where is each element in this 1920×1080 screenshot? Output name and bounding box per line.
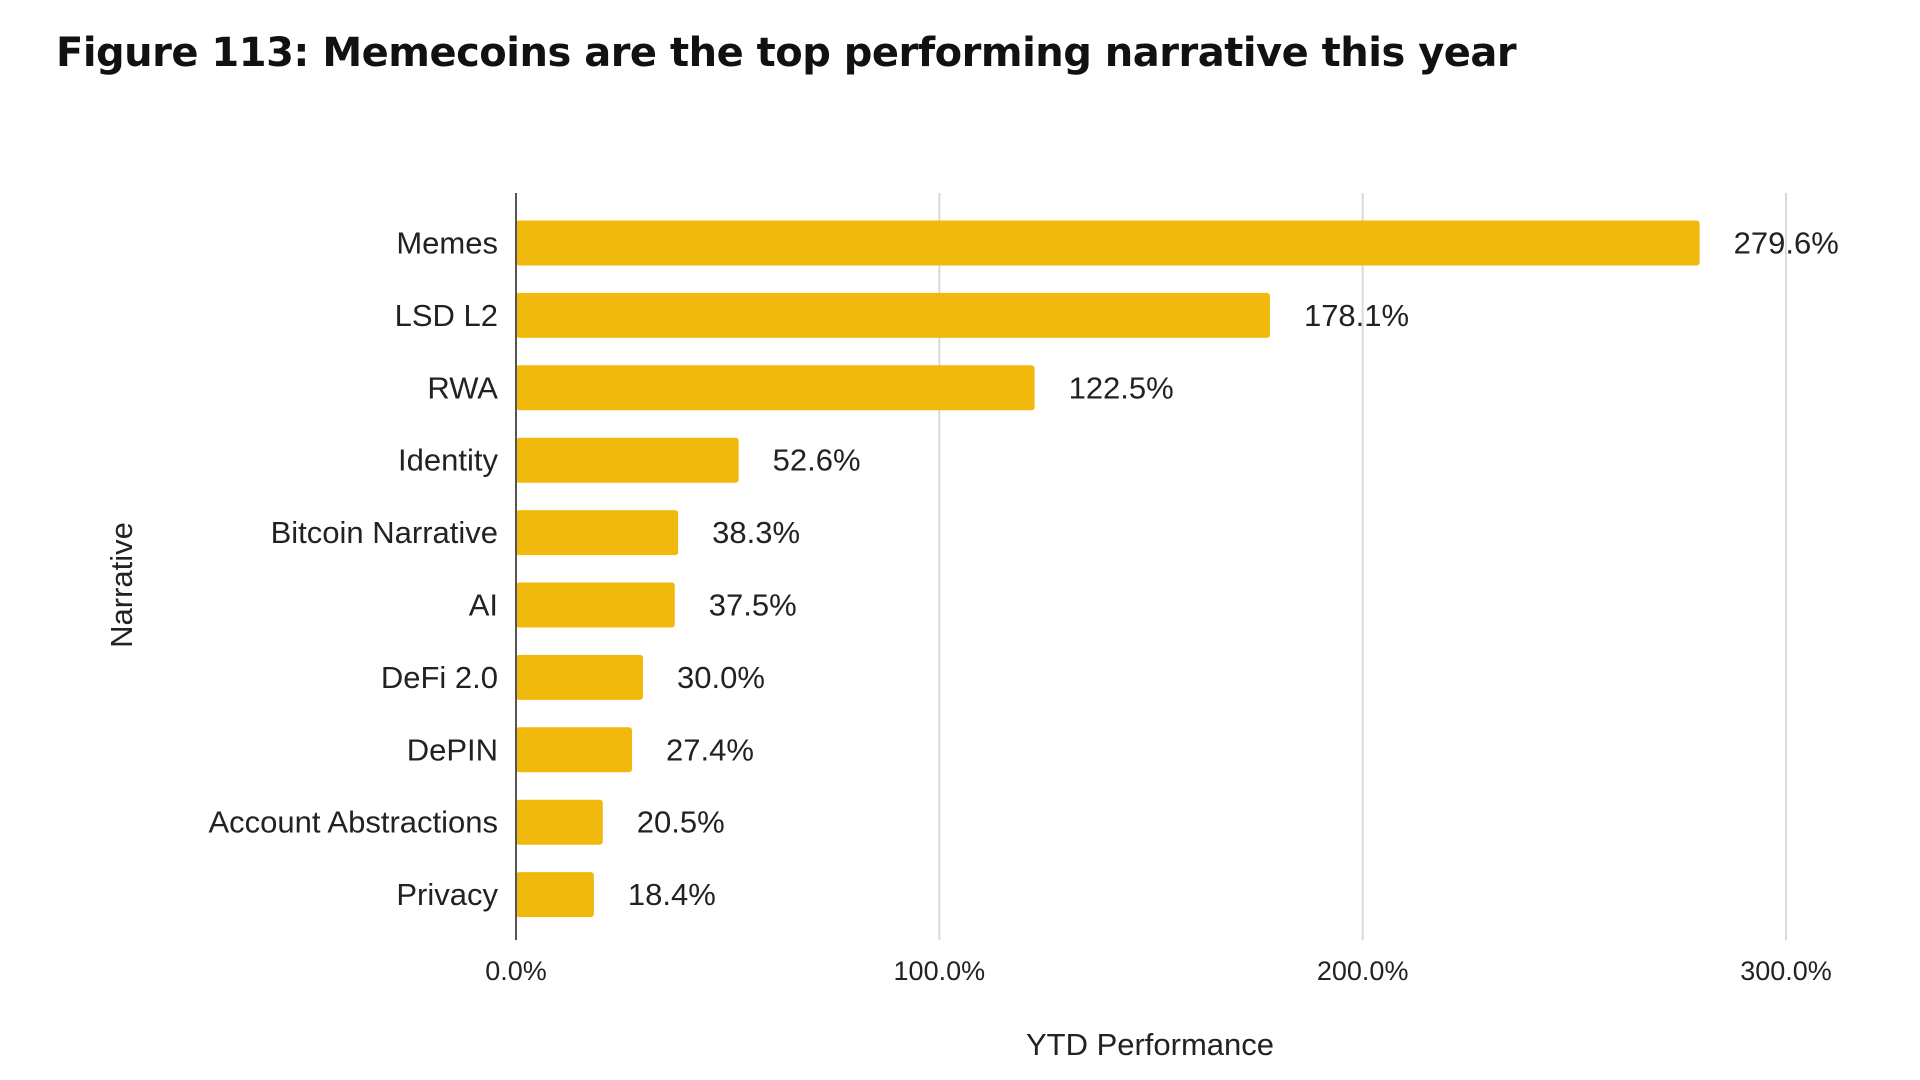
- bars: [516, 220, 1700, 918]
- bar-6: [516, 654, 643, 700]
- category-label-1: LSD L2: [395, 298, 498, 333]
- value-label-2: 122.5%: [1069, 370, 1174, 405]
- category-label-4: Bitcoin Narrative: [271, 515, 498, 550]
- category-label-2: RWA: [427, 370, 498, 405]
- value-label-4: 38.3%: [712, 515, 800, 550]
- x-tick-label-1: 100.0%: [894, 956, 986, 986]
- x-axis-title: YTD Performance: [1026, 1027, 1274, 1062]
- bar-5: [516, 582, 675, 628]
- bar-7: [516, 727, 632, 773]
- chart-title: Figure 113: Memecoins are the top perfor…: [56, 30, 1517, 76]
- value-label-3: 52.6%: [773, 443, 861, 478]
- bar-2: [516, 365, 1035, 411]
- category-label-6: DeFi 2.0: [381, 660, 498, 695]
- value-label-1: 178.1%: [1304, 298, 1409, 333]
- y-axis-title: Narrative: [104, 522, 139, 648]
- bar-0: [516, 220, 1700, 266]
- x-tick-label-2: 200.0%: [1317, 956, 1409, 986]
- value-label-5: 37.5%: [709, 588, 797, 623]
- bar-1: [516, 292, 1270, 338]
- category-label-3: Identity: [398, 443, 498, 478]
- category-label-8: Account Abstractions: [209, 805, 499, 840]
- x-tick-label-3: 300.0%: [1740, 956, 1832, 986]
- value-label-7: 27.4%: [666, 732, 754, 767]
- value-label-0: 279.6%: [1734, 226, 1839, 261]
- x-tick-label-0: 0.0%: [485, 956, 547, 986]
- labels: 0.0% 100.0% 200.0% 300.0% Memes 279.6% LSD L2 1…: [209, 226, 1839, 987]
- bar-4: [516, 510, 679, 556]
- category-label-0: Memes: [396, 226, 498, 261]
- value-label-9: 18.4%: [628, 877, 716, 912]
- value-label-6: 30.0%: [677, 660, 765, 695]
- bar-8: [516, 799, 603, 845]
- category-label-7: DePIN: [407, 732, 498, 767]
- value-label-8: 20.5%: [637, 805, 725, 840]
- bar-9: [516, 872, 594, 918]
- category-label-9: Privacy: [396, 877, 498, 912]
- category-label-5: AI: [469, 588, 498, 623]
- bar-3: [516, 437, 739, 483]
